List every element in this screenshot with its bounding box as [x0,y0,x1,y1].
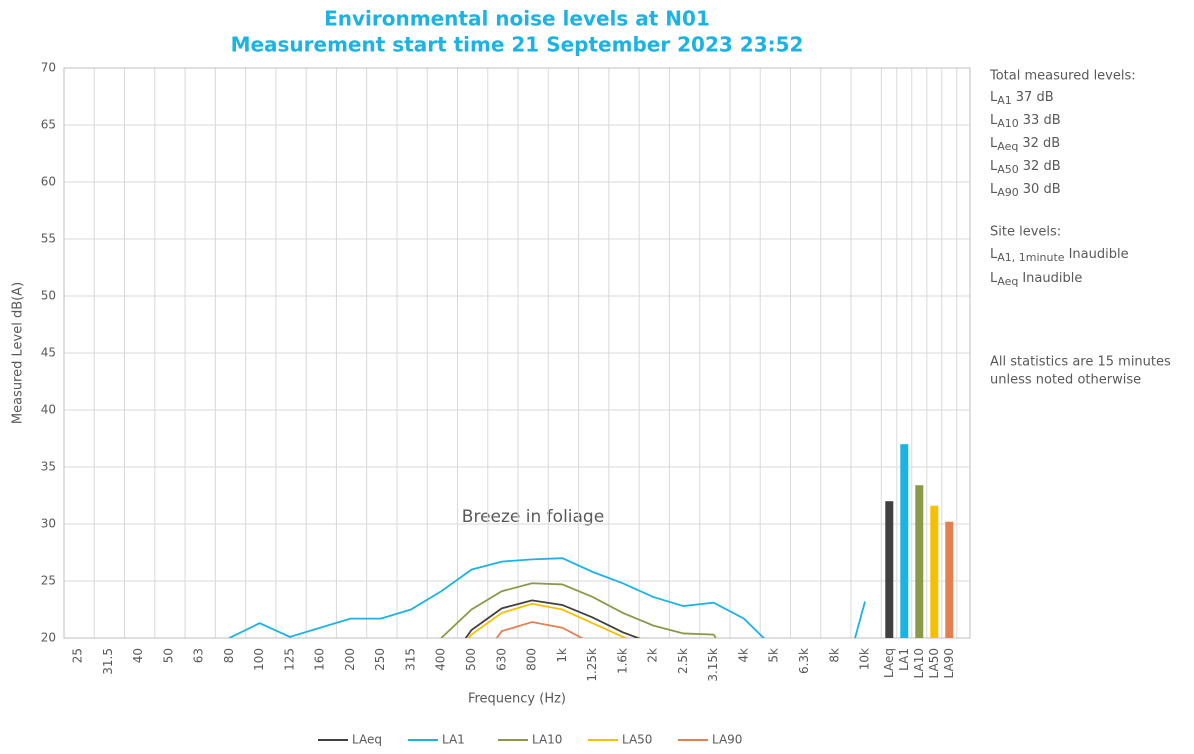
x-tick-label: 6.3k [797,648,811,674]
level-entry: LAeq Inaudible [990,271,1082,289]
x-tick-label: 250 [373,648,387,671]
level-symbol: L [990,271,998,286]
x-tick-label: 100 [252,648,266,671]
x-tick-label: 1.25k [585,648,599,682]
line-series [228,557,866,638]
y-tick-label: 60 [41,175,56,189]
level-entry: LA90 30 dB [990,182,1061,200]
y-tick-label: 65 [41,118,56,132]
line-series [464,599,641,638]
lines [228,557,866,638]
level-symbol: L [990,159,998,174]
x-tick-label: 10k [858,648,872,670]
level-symbol: L [990,182,998,197]
x-tick-label: 1.6k [615,648,629,674]
x-tick-label: 5k [767,648,781,663]
level-symbol: L [990,113,998,128]
level-value: 37 dB [1016,90,1054,105]
x-tick-label: 315 [403,648,417,671]
y-tick-label: 50 [41,289,56,303]
level-entry: LA1, 1minute Inaudible [990,247,1129,265]
x-tick-label: 25 [71,648,85,663]
x-tick-label: 630 [494,648,508,671]
bar [900,444,909,638]
plot-border [63,67,971,639]
bar [885,501,894,638]
x-tick-label: 8k [827,648,841,663]
legend-label: LA50 [622,733,652,747]
x-tick-label: 40 [131,648,145,663]
x-tick-label: 63 [192,648,206,663]
x-axis-label: Frequency (Hz) [468,692,566,707]
x-tick-label: 1k [555,648,569,663]
level-entry: LA10 33 dB [990,113,1061,131]
x-tick-label: 400 [434,648,448,671]
level-value: 33 dB [1023,113,1061,128]
y-axis-label: Measured Level dB(A) [11,282,26,424]
side-heading: Total measured levels: [989,69,1136,84]
level-sub: Aeq [997,140,1018,153]
y-tick-label: 30 [41,517,56,531]
x-tick-label: 800 [525,648,539,671]
level-value: Inaudible [1022,271,1082,286]
x-tick-label: 125 [282,648,296,671]
legend-label: LA90 [712,733,742,747]
level-value: 32 dB [1023,159,1061,174]
x-tick-label: 31.5 [101,648,115,675]
level-value: 30 dB [1023,182,1061,197]
footnote: unless noted otherwise [990,373,1141,388]
chart-title: Environmental noise levels at N01 [324,7,710,31]
x-tick-label: 200 [343,648,357,671]
legend-label: LA10 [532,733,562,747]
chart-title: Measurement start time 21 September 2023… [231,33,804,57]
x-tick-label: LA1 [897,648,911,671]
footnote: All statistics are 15 minutes [990,355,1171,370]
level-value: 32 dB [1022,136,1060,151]
y-tick-label: 70 [41,61,56,75]
level-symbol: L [990,90,998,105]
x-tick-label: 2k [646,648,660,663]
level-sub: A50 [997,163,1019,176]
level-sub: Aeq [997,275,1018,288]
x-tick-label: 3.15k [706,648,720,682]
line-series [467,602,630,638]
y-tick-label: 25 [41,574,56,588]
side-heading: Site levels: [990,225,1061,240]
annotation: Breeze in foliage [462,507,604,527]
level-entry: LA50 32 dB [990,159,1061,177]
bar [945,521,954,638]
x-tick-label: LA90 [942,648,956,678]
line-series [440,582,717,638]
y-tick-label: 20 [41,631,56,645]
bar [915,485,924,638]
x-tick-label: 160 [313,648,327,671]
line-series [495,621,584,638]
y-tick-label: 55 [41,232,56,246]
y-tick-label: 45 [41,346,56,360]
x-tick-label: 4k [736,648,750,663]
y-tick-label: 40 [41,403,56,417]
legend-label: LAeq [352,733,382,747]
level-sub: A90 [997,186,1019,199]
level-entry: LA1 37 dB [990,90,1054,108]
level-entry: LAeq 32 dB [990,136,1060,154]
level-sub: A1, 1minute [997,251,1065,264]
level-symbol: L [990,136,998,151]
y-tick-label: 35 [41,460,56,474]
x-tick-label: LAeq [882,648,896,678]
x-tick-label: 80 [222,648,236,663]
x-tick-label: LA10 [912,648,926,678]
level-symbol: L [990,247,998,262]
level-value: Inaudible [1069,247,1129,262]
x-tick-label: LA50 [927,648,941,678]
x-tick-label: 500 [464,648,478,671]
legend-label: LA1 [442,733,465,747]
x-tick-label: 50 [161,648,175,663]
level-sub: A1 [997,94,1012,107]
bar [930,505,939,638]
x-tick-label: 2.5k [676,648,690,674]
level-sub: A10 [997,117,1019,130]
